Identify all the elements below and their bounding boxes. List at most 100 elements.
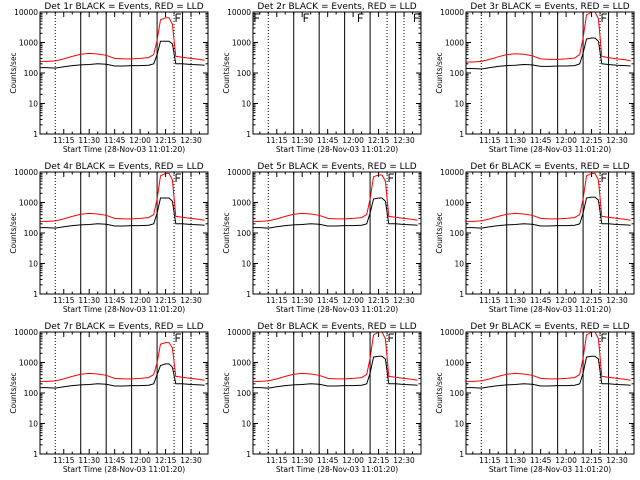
y-tick-label: 1: [459, 290, 464, 299]
y-tick-label: 1000: [232, 359, 251, 368]
panel-title: Det 8r BLACK = Events, RED = LLD: [257, 322, 416, 332]
x-axis-label: Start Time (28-Nov-03 11:01:20): [276, 305, 398, 314]
y-tick-label: 1: [246, 130, 251, 139]
x-tick-label: 11:30: [504, 136, 526, 145]
y-tick-label: 1: [459, 450, 464, 459]
x-tick-label: 12:30: [180, 136, 202, 145]
attenuator-flag-marker: [303, 13, 310, 22]
y-tick-label: 1000: [19, 39, 38, 48]
y-tick-label: 10: [28, 100, 38, 109]
y-tick-label: 10: [454, 260, 464, 269]
y-tick-label: 1: [33, 450, 38, 459]
attenuator-flag-marker: [601, 13, 608, 22]
series-line-events: [40, 40, 205, 69]
x-tick-label: 12:30: [393, 136, 415, 145]
y-tick-label: 1000: [445, 39, 464, 48]
x-tick-label: 12:15: [368, 136, 390, 145]
x-tick-label: 12:15: [155, 456, 177, 465]
detector-panel-1: 1 10 100 1000 10000 11:15 11:30 11:45 12:00 12:15…: [9, 2, 209, 154]
series-line-lld: [466, 172, 631, 222]
x-tick-label: 11:15: [479, 296, 501, 305]
x-tick-label: 12:00: [342, 136, 364, 145]
x-tick-label: 11:30: [78, 296, 100, 305]
detector-panel-5: 1 10 100 1000 10000 11:15 11:30 11:45 12:00 12:15…: [222, 162, 422, 314]
attenuator-flag-marker: [254, 13, 260, 22]
x-tick-label: 12:00: [129, 296, 151, 305]
series-line-events: [40, 197, 205, 229]
x-axis-label: Start Time (28-Nov-03 11:01:20): [276, 145, 398, 154]
y-axis-label: Counts/sec: [9, 212, 18, 253]
attenuator-flag-marker: [175, 173, 182, 182]
panel-title: Det 2r BLACK = Events, RED = LLD: [257, 2, 416, 12]
x-tick-label: 12:00: [555, 296, 577, 305]
panel-title: Det 4r BLACK = Events, RED = LLD: [44, 162, 203, 172]
y-tick-label: 10000: [14, 328, 38, 337]
x-tick-label: 11:15: [266, 136, 288, 145]
y-tick-label: 1: [246, 450, 251, 459]
y-tick-label: 100: [237, 229, 252, 238]
x-tick-label: 12:30: [606, 296, 628, 305]
x-axis-label: Start Time (28-Nov-03 11:01:20): [489, 465, 611, 474]
y-tick-label: 1000: [445, 199, 464, 208]
y-tick-label: 1000: [19, 199, 38, 208]
y-tick-label: 1000: [445, 359, 464, 368]
y-axis-label: Counts/sec: [222, 372, 231, 413]
y-axis-label: Counts/sec: [435, 52, 444, 93]
x-tick-label: 12:15: [368, 296, 390, 305]
x-tick-label: 12:15: [155, 296, 177, 305]
series-line-events: [466, 196, 631, 229]
x-tick-label: 11:15: [53, 456, 75, 465]
x-tick-label: 12:15: [581, 136, 603, 145]
x-tick-label: 11:30: [78, 456, 100, 465]
y-tick-label: 100: [24, 69, 39, 78]
y-axis-label: Counts/sec: [435, 372, 444, 413]
x-axis-label: Start Time (28-Nov-03 11:01:20): [63, 465, 185, 474]
x-tick-label: 11:15: [53, 296, 75, 305]
detector-panel-4: 1 10 100 1000 10000 11:15 11:30 11:45 12:00 12:15…: [9, 162, 209, 314]
y-tick-label: 1: [459, 130, 464, 139]
x-tick-label: 12:00: [555, 136, 577, 145]
y-tick-label: 1: [33, 290, 38, 299]
x-tick-label: 12:30: [606, 456, 628, 465]
x-axis-label: Start Time (28-Nov-03 11:01:20): [489, 145, 611, 154]
x-tick-label: 12:15: [368, 456, 390, 465]
panel-title: Det 1r BLACK = Events, RED = LLD: [44, 2, 203, 12]
x-axis-label: Start Time (28-Nov-03 11:01:20): [489, 305, 611, 314]
x-tick-label: 12:00: [129, 456, 151, 465]
y-tick-label: 10000: [227, 168, 251, 177]
y-tick-label: 10: [454, 420, 464, 429]
series-line-events: [40, 363, 205, 389]
attenuator-flag-marker: [601, 173, 608, 182]
x-tick-label: 11:30: [504, 456, 526, 465]
x-tick-label: 11:15: [266, 296, 288, 305]
y-axis-label: Counts/sec: [9, 372, 18, 413]
y-tick-label: 10: [454, 100, 464, 109]
x-tick-label: 12:00: [129, 136, 151, 145]
panel-title: Det 7r BLACK = Events, RED = LLD: [44, 322, 203, 332]
series-line-events: [466, 355, 631, 389]
series-line-lld: [253, 331, 418, 382]
x-tick-label: 12:30: [393, 296, 415, 305]
y-axis-label: Counts/sec: [222, 52, 231, 93]
y-tick-label: 1: [33, 130, 38, 139]
series-line-events: [253, 197, 418, 229]
detector-panel-3: 1 10 100 1000 10000 11:15 11:30 11:45 12:00 12:15…: [435, 2, 635, 154]
panel-title: Det 5r BLACK = Events, RED = LLD: [257, 162, 416, 172]
x-tick-label: 12:00: [342, 456, 364, 465]
x-tick-label: 11:30: [291, 296, 313, 305]
x-tick-label: 11:45: [530, 136, 552, 145]
x-tick-label: 12:15: [581, 456, 603, 465]
x-tick-label: 11:30: [504, 296, 526, 305]
y-tick-label: 100: [24, 389, 39, 398]
x-tick-label: 11:30: [291, 136, 313, 145]
panel-title: Det 9r BLACK = Events, RED = LLD: [470, 322, 629, 332]
y-axis-label: Counts/sec: [435, 212, 444, 253]
panel-title: Det 6r BLACK = Events, RED = LLD: [470, 162, 629, 172]
series-line-lld: [40, 17, 205, 62]
y-tick-label: 10000: [440, 8, 464, 17]
panel-title: Det 3r BLACK = Events, RED = LLD: [470, 2, 629, 12]
x-axis-label: Start Time (28-Nov-03 11:01:20): [63, 305, 185, 314]
y-tick-label: 10000: [227, 328, 251, 337]
